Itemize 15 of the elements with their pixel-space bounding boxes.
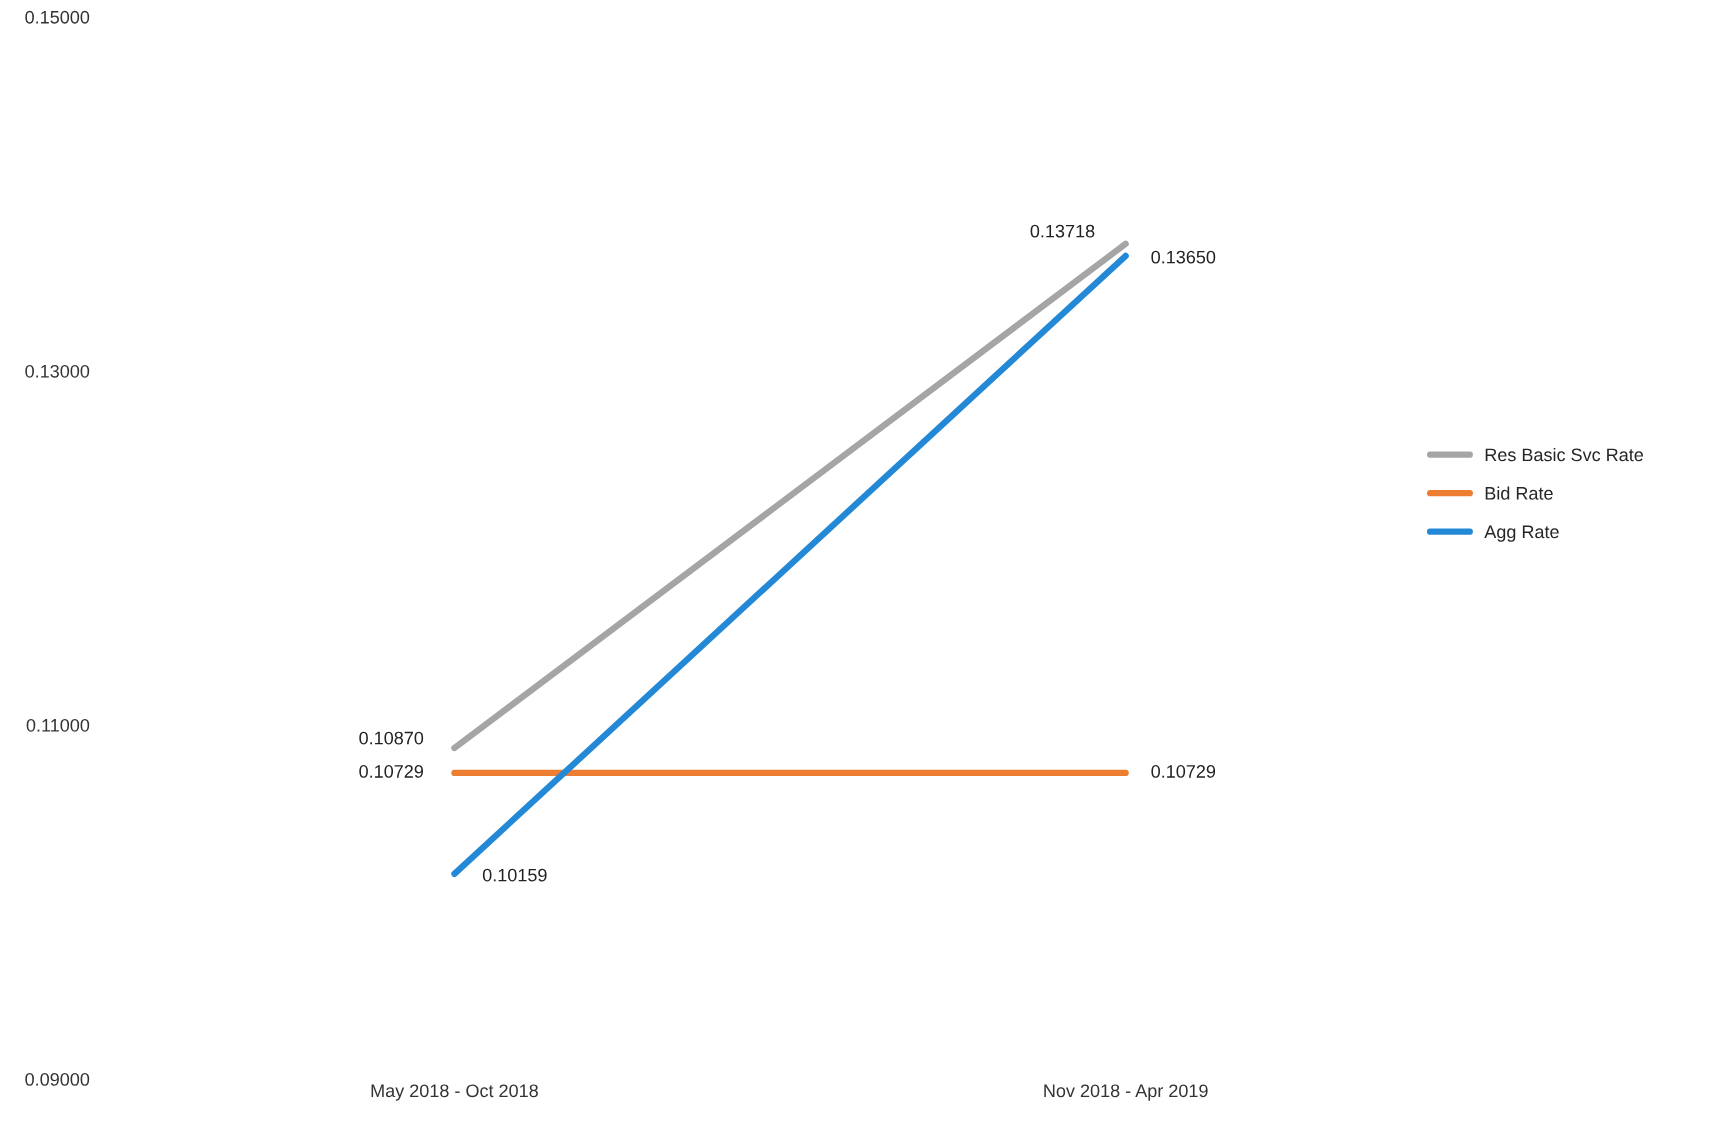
data-label: 0.10729 [1151, 765, 1216, 778]
y-tick-label: 0.15000 [25, 10, 90, 24]
legend-label: Agg Rate [1484, 525, 1559, 542]
y-tick-label: 0.13000 [25, 364, 90, 378]
data-label: 0.10159 [482, 868, 547, 882]
y-tick-label: 0.09000 [25, 1072, 90, 1086]
legend-label: Bid Rate [1485, 486, 1553, 500]
data-label: 0.13650 [1151, 250, 1216, 264]
x-tick-label: Nov 2018 - Apr 2019 [1044, 1084, 1208, 1101]
data-label: 0.10870 [359, 731, 424, 745]
data-label: 0.13718 [1030, 224, 1095, 238]
data-label: 0.10729 [359, 765, 424, 778]
y-tick-label: 0.11000 [26, 718, 90, 732]
legend-label: Res Basic Svc Rate [1485, 447, 1644, 462]
x-tick-label: May 2018 - Oct 2018 [371, 1084, 538, 1101]
